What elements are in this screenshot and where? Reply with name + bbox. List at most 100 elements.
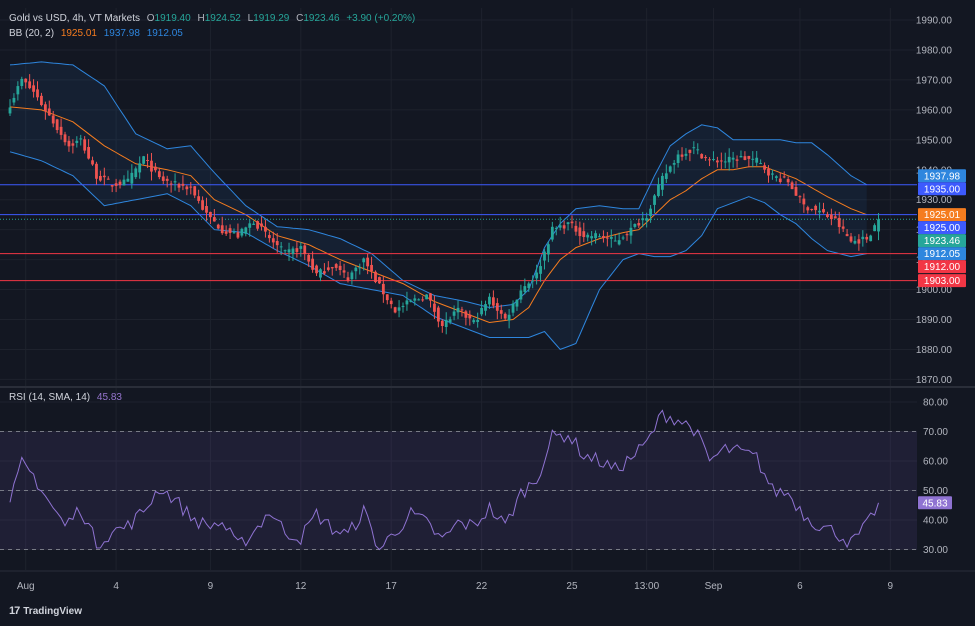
candle-body [91, 160, 94, 165]
time-axis[interactable]: Aug 4 9 12 17 22 25 13:00 Sep 6 9 [17, 581, 894, 592]
rsi-tick-label: 30.00 [923, 545, 948, 556]
candle-body [602, 236, 605, 239]
candle-body [228, 228, 232, 233]
candle-body [476, 319, 480, 323]
candle-body [291, 248, 295, 254]
symbol-title[interactable]: Gold vs USD, 4h, VT Markets [9, 13, 140, 24]
price-label-box [918, 169, 966, 183]
high-label: H [197, 13, 205, 24]
candle-body [36, 89, 39, 98]
candle-body [216, 224, 220, 229]
time-tick-label: 17 [386, 581, 398, 592]
candle-body [8, 107, 12, 114]
candle-body [83, 139, 87, 151]
candle-body [743, 156, 747, 160]
price-label-text: 1925.01 [924, 210, 961, 221]
rsi-label: RSI (14, SMA, 14) [9, 392, 91, 403]
candle-body [146, 159, 149, 161]
rsi-tick-label: 40.00 [923, 516, 948, 527]
candle-body [547, 244, 550, 255]
candle-body [747, 155, 751, 159]
candle-body [433, 303, 436, 312]
candle-body [287, 249, 291, 253]
candle-body [389, 300, 393, 305]
price-tick-label: 1890.00 [916, 315, 953, 326]
candle-body [63, 134, 67, 143]
horizontal-lines[interactable] [0, 184, 917, 282]
candle-body [857, 239, 861, 244]
candle-body [507, 314, 511, 321]
candle-body [668, 166, 672, 172]
candle-body [605, 237, 609, 239]
candle-body [409, 300, 413, 302]
candle-body [586, 234, 590, 238]
tradingview-logo[interactable]: 17 TradingView [9, 605, 82, 617]
candle-body [24, 78, 28, 83]
candle-body [295, 248, 299, 252]
rsi-value: 45.83 [96, 392, 122, 403]
candle-body [429, 293, 432, 301]
candle-body [495, 303, 499, 311]
candle-body [307, 254, 311, 262]
tradingview-logo-icon: 17 [9, 605, 20, 617]
candle-body [28, 81, 32, 89]
rsi-legend[interactable]: RSI (14, SMA, 14) 45.83 [9, 392, 126, 403]
candle-body [688, 149, 692, 153]
candle-body [110, 185, 114, 187]
rsi-tick-label: 50.00 [923, 486, 948, 497]
candle-body [731, 157, 735, 160]
candle-body [488, 296, 491, 305]
time-tick-label: 22 [476, 581, 488, 592]
candle-body [609, 236, 613, 239]
candle-body [763, 165, 766, 170]
candle-body [566, 222, 570, 225]
candle-body [708, 159, 711, 161]
candle-body [598, 236, 601, 238]
rsi-tick-label: 60.00 [923, 457, 948, 468]
candle-body [570, 221, 574, 224]
price-labels: 1937.98 1935.00 1925.01 1925.00 1923.46 1912.… [918, 169, 966, 510]
price-label-text: 1925.00 [924, 223, 961, 234]
candle-body [264, 226, 267, 232]
candle-body [543, 251, 546, 261]
rsi-axis[interactable]: 30.00 40.00 50.00 60.00 70.00 80.00 [923, 398, 948, 557]
candle-body [370, 264, 373, 271]
candle-body [613, 240, 617, 242]
candle-body [161, 176, 165, 181]
low-label: L [247, 13, 254, 24]
tradingview-logo-text: TradingView [23, 605, 82, 617]
candle-body [95, 163, 98, 179]
candle-body [417, 299, 421, 301]
candle-body [212, 217, 216, 222]
price-label-box [918, 221, 966, 235]
candle-body [154, 166, 157, 171]
candle-body [484, 304, 487, 311]
candle-body [299, 246, 303, 249]
candle-body [397, 307, 401, 311]
bb-legend[interactable]: BB (20, 2) 1925.01 1937.98 1912.05 [9, 28, 187, 39]
candle-body [16, 86, 20, 95]
candle-body [440, 320, 444, 327]
price-tick-label: 1960.00 [916, 105, 953, 116]
bb-lower-value: 1912.05 [146, 28, 183, 39]
candle-body [224, 231, 228, 234]
candle-body [275, 241, 279, 246]
candle-body [381, 283, 385, 295]
candle-body [43, 104, 47, 112]
price-axis[interactable]: 1870.001880.001890.001900.001910.001920.… [916, 16, 953, 386]
candle-body [220, 225, 224, 234]
rsi-grid [0, 388, 917, 570]
candle-body [448, 319, 452, 322]
price-tick-label: 1980.00 [916, 45, 953, 56]
main-grid [0, 8, 975, 572]
candle-body [786, 179, 790, 183]
candle-body [723, 161, 727, 163]
candle-body [822, 209, 825, 213]
candle-body [578, 227, 582, 237]
candle-body [87, 147, 90, 159]
candle-body [617, 240, 621, 245]
candle-body [877, 219, 880, 232]
candle-body [240, 228, 244, 236]
candle-body [499, 310, 503, 314]
